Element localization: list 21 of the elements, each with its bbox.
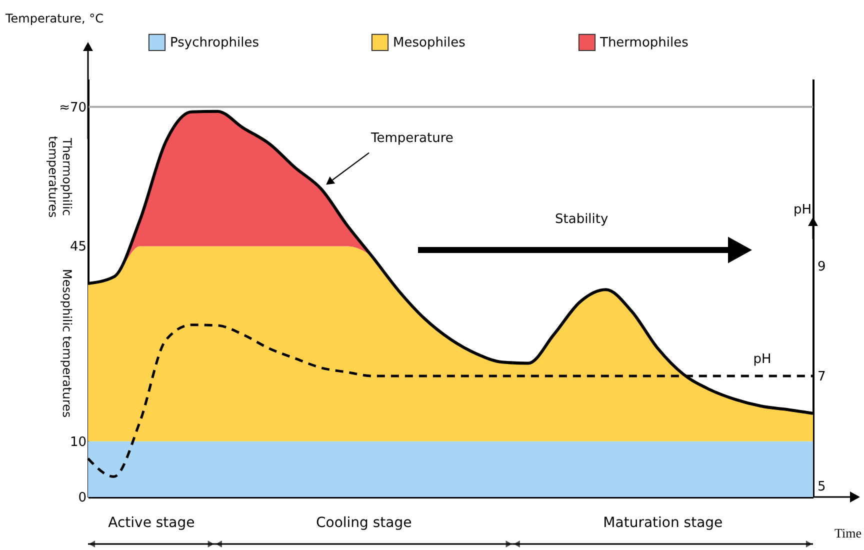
text: Cooling stage (316, 515, 412, 531)
y2-axis-title: pH (794, 202, 812, 218)
series-label: pH (753, 352, 772, 367)
annotation: Temperature (371, 130, 454, 146)
legend-label: Psychrophiles (170, 35, 260, 50)
x-axis-title: Time (834, 526, 862, 540)
y-axis-title: Temperature, °C (4, 12, 104, 26)
y2-tick-label: 5 (818, 480, 826, 494)
y-tick-label: ≈70 (59, 100, 86, 116)
legend-label: Mesophiles (393, 35, 466, 50)
y2-tick-label: 9 (818, 260, 826, 274)
text: Active stage (108, 515, 195, 531)
text: Maturation stage (603, 515, 723, 531)
y-tick-label: 0 (78, 490, 86, 506)
y-tick-label: 45 (70, 240, 86, 255)
y2-tick-label: 7 (818, 370, 826, 384)
legend-label: Thermophiles (599, 35, 689, 50)
annotation: Stability (555, 212, 608, 227)
text: Mesophilic temperatures (59, 268, 74, 419)
y-tick-label: 10 (70, 434, 86, 450)
text: Thermophilic temperatures (46, 136, 74, 218)
